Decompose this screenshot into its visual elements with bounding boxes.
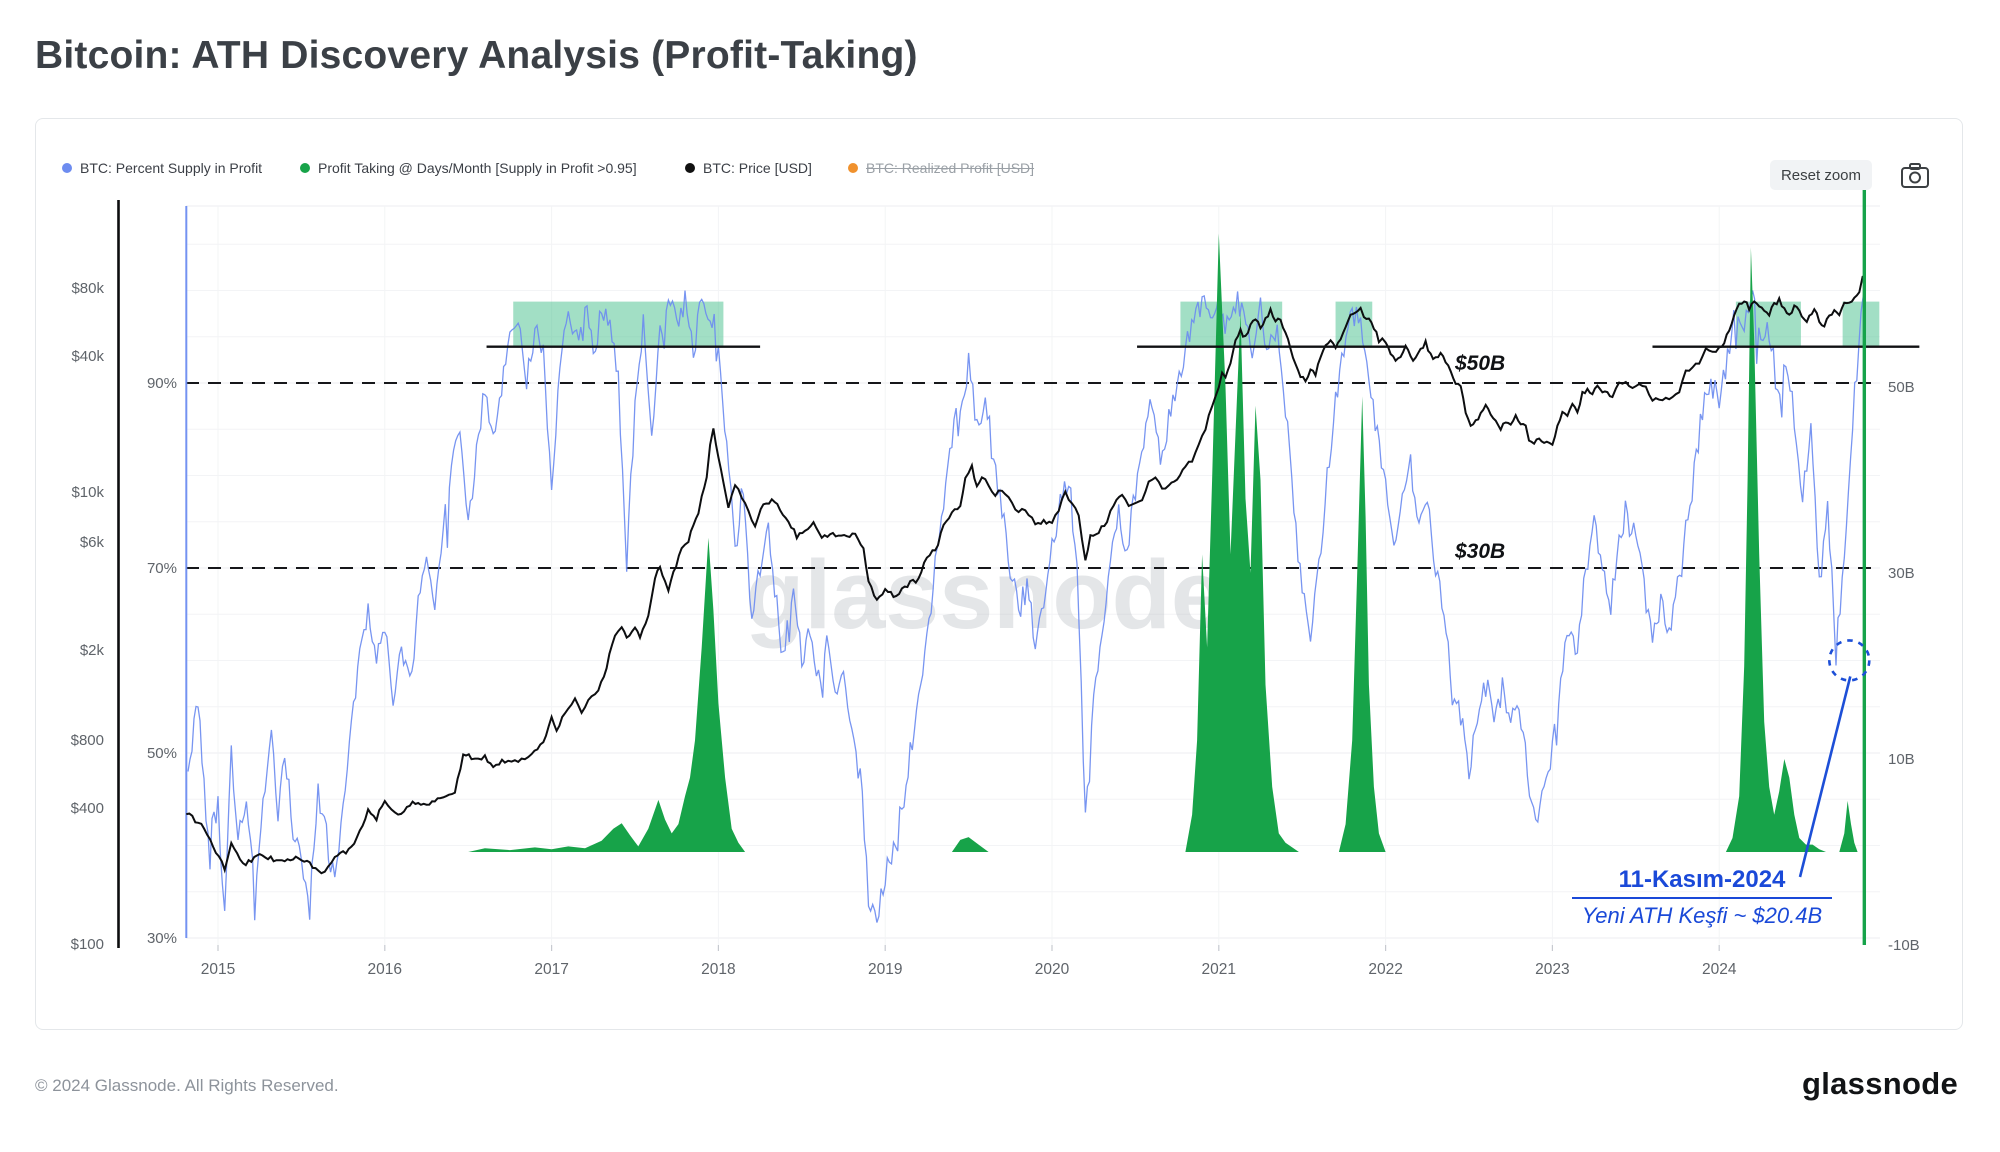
legend-dot-black-icon [685, 163, 695, 173]
price-tick-label: $100 [71, 936, 104, 953]
x-axis-year-label: 2024 [1702, 961, 1737, 978]
legend-dot-blue-icon [62, 163, 72, 173]
x-axis-year-label: 2020 [1035, 961, 1070, 978]
legend-label: BTC: Price [USD] [703, 160, 812, 176]
reset-zoom-button[interactable]: Reset zoom [1770, 160, 1872, 190]
percent-tick-label: 50% [147, 745, 177, 762]
x-axis-year-label: 2019 [868, 961, 902, 978]
legend-item-price[interactable]: BTC: Price [USD] [685, 160, 812, 176]
ath-callout-circle [1828, 639, 1871, 682]
legend-dot-orange-icon [848, 163, 858, 173]
page-title: Bitcoin: ATH Discovery Analysis (Profit-… [35, 34, 918, 77]
ath-callout-date: 11-Kasım-2024 [1572, 866, 1832, 899]
ath-highlight-box [1180, 301, 1283, 346]
x-axis-year-label: 2016 [368, 961, 402, 978]
x-axis-year-label: 2022 [1368, 961, 1402, 978]
price-tick-label: $2k [80, 642, 105, 659]
series-percent-supply-in-profit [187, 290, 1865, 923]
legend-label: BTC: Percent Supply in Profit [80, 160, 263, 176]
billions-tick-label: -10B [1888, 937, 1920, 954]
billions-tick-label: 50B [1888, 379, 1915, 396]
ath-callout-pointer [1798, 676, 1852, 878]
copyright-text: © 2024 Glassnode. All Rights Reserved. [35, 1076, 339, 1095]
x-axis-year-label: 2017 [534, 961, 568, 978]
percent-tick-label: 90% [147, 375, 177, 392]
level-label-50b: $50B [1455, 352, 1506, 375]
billions-tick-label: 30B [1888, 565, 1915, 582]
ath-callout-note: Yeni ATH Keşfi ~ $20.4B [1581, 903, 1823, 928]
legend-label: BTC: Realized Profit [USD] [866, 160, 1035, 176]
glassnode-wordmark: glassnode [1801, 1066, 1958, 1101]
price-tick-label: $800 [71, 732, 104, 749]
billions-tick-label: 10B [1888, 751, 1915, 768]
glassnode-watermark: glassnode [745, 540, 1225, 649]
price-tick-label: $10k [71, 484, 104, 501]
price-tick-label: $80k [71, 280, 104, 297]
x-axis-year-label: 2023 [1535, 961, 1569, 978]
percent-tick-label: 30% [147, 930, 177, 947]
legend-item-profit-taking[interactable]: Profit Taking @ Days/Month [Supply in Pr… [300, 160, 637, 176]
level-label-30b: $30B [1455, 540, 1506, 563]
x-axis-year-label: 2015 [201, 961, 235, 978]
price-tick-label: $400 [71, 800, 104, 817]
legend-item-supply-in-profit[interactable]: BTC: Percent Supply in Profit [62, 160, 262, 176]
price-tick-label: $6k [80, 534, 105, 551]
legend-label: Profit Taking @ Days/Month [Supply in Pr… [318, 160, 637, 176]
legend-item-realized-profit[interactable]: BTC: Realized Profit [USD] [848, 160, 1034, 176]
series-btc-price [186, 275, 1866, 875]
x-axis-year-label: 2021 [1202, 961, 1236, 978]
legend-dot-green-icon [300, 163, 310, 173]
percent-tick-label: 70% [147, 560, 177, 577]
legend: BTC: Percent Supply in Profit Profit Tak… [0, 160, 2000, 186]
chart-card [35, 118, 1963, 1030]
camera-icon[interactable] [1900, 162, 1930, 189]
price-tick-label: $40k [71, 348, 104, 365]
x-axis-year-label: 2018 [701, 961, 735, 978]
